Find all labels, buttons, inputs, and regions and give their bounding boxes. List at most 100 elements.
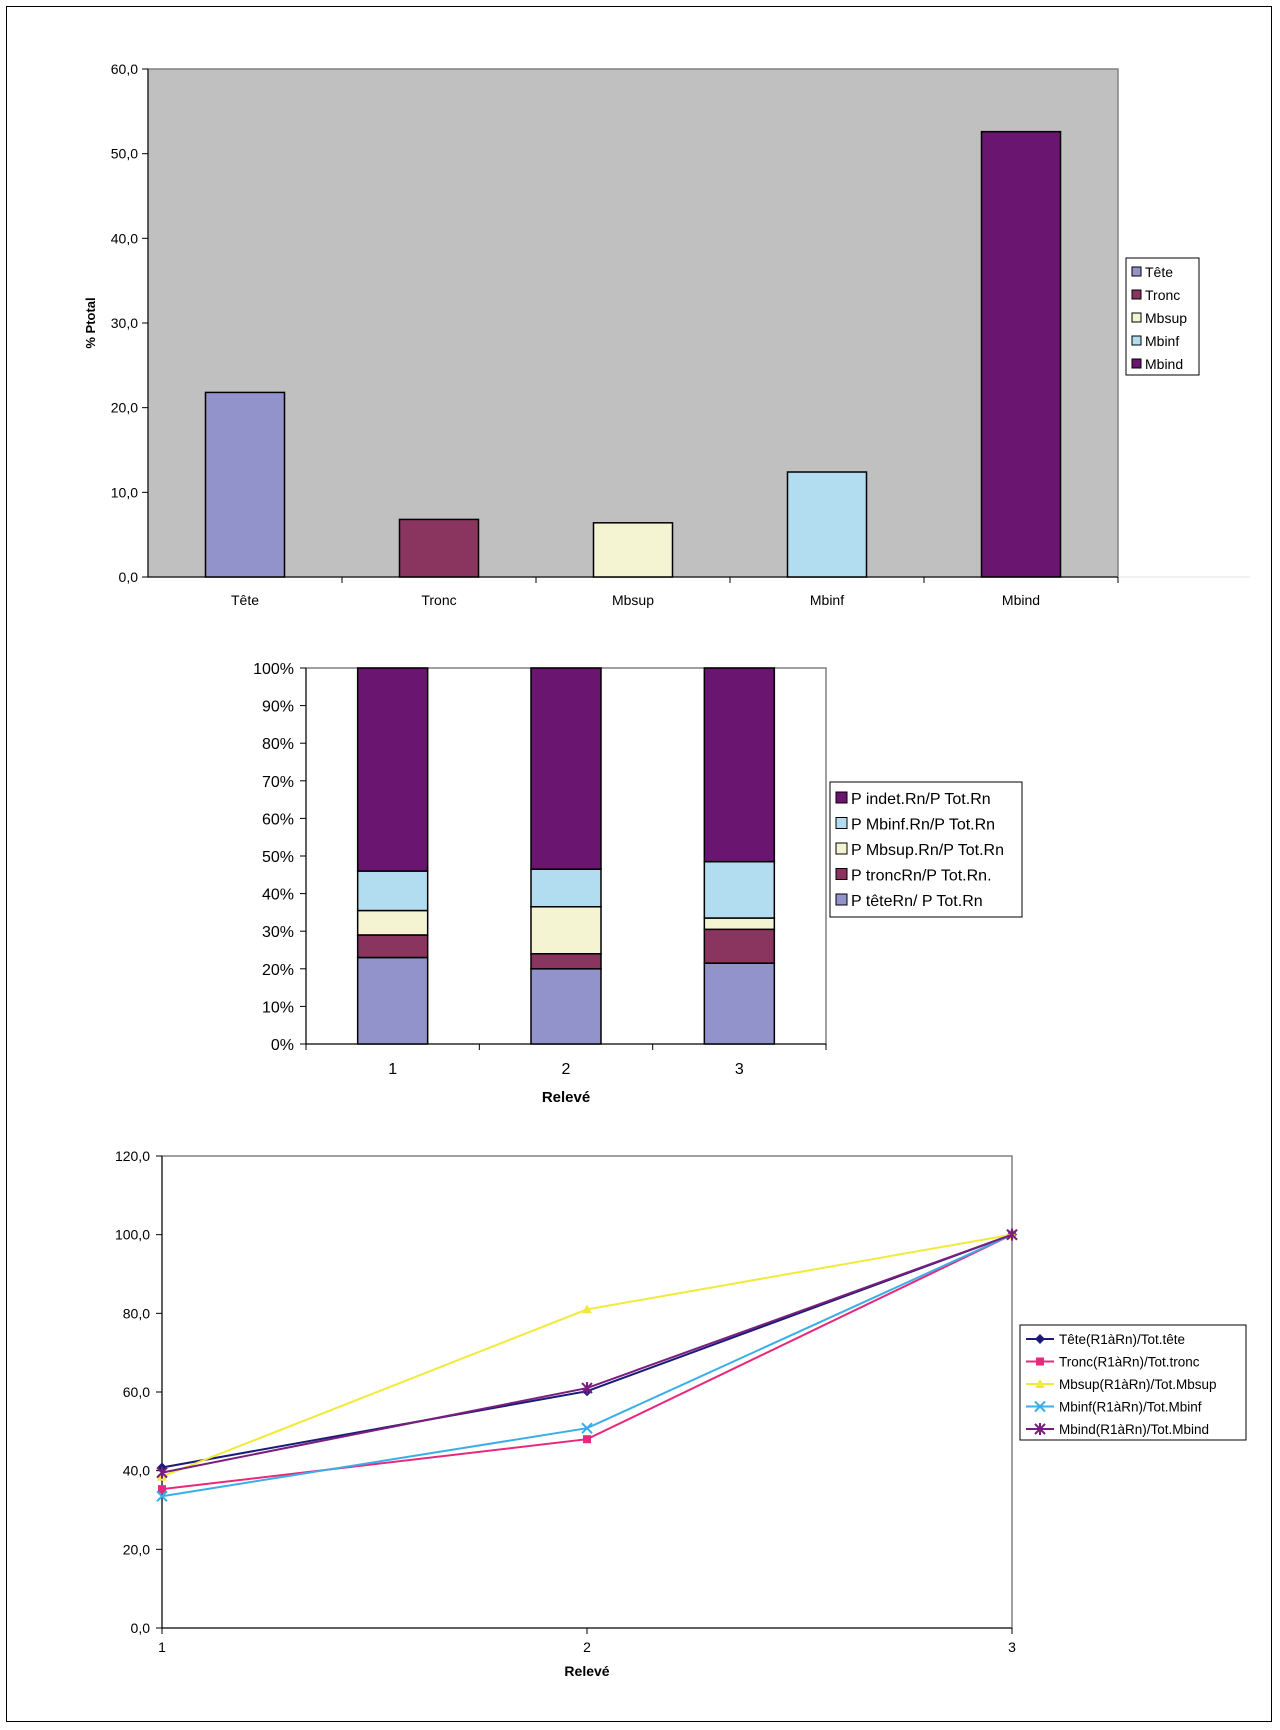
legend-swatch xyxy=(1131,312,1142,323)
bar-segment xyxy=(530,906,602,955)
y-tick-label: 80,0 xyxy=(123,1305,150,1321)
bar-segment xyxy=(703,667,776,863)
page-frame xyxy=(6,6,1272,1722)
bar-segment xyxy=(530,968,602,1045)
x-axis-label: Relevé xyxy=(542,1089,590,1106)
legend-swatch xyxy=(835,817,848,829)
legend-marker xyxy=(1035,1379,1045,1388)
legend-label: P Mbsup.Rn/P Tot.Rn xyxy=(851,842,1004,859)
bar-segment xyxy=(703,917,776,931)
x-tick-label: 1 xyxy=(388,1061,397,1078)
legend-swatch xyxy=(1131,266,1142,277)
legend: Tête(R1àRn)/Tot.tête Tronc(R1àRn)/Tot.tro… xyxy=(1019,1324,1247,1441)
legend-label: Mbsup xyxy=(1145,310,1187,326)
data-point xyxy=(581,1422,593,1434)
legend-swatch xyxy=(835,868,848,880)
y-tick-label: 20,0 xyxy=(111,400,138,416)
legend-label: Tête(R1àRn)/Tot.tête xyxy=(1059,1332,1185,1347)
y-tick-label: 0,0 xyxy=(131,1620,151,1636)
data-point xyxy=(156,1490,168,1502)
bar-segment xyxy=(356,870,429,912)
legend-swatch xyxy=(835,893,848,906)
bar-segment xyxy=(530,868,602,908)
x-tick-label: 3 xyxy=(1008,1639,1016,1655)
y-axis-label: % Ptotal xyxy=(83,297,98,348)
legend-label: Tronc xyxy=(1145,287,1180,303)
data-point xyxy=(582,1304,592,1314)
y-tick-label: 30% xyxy=(262,924,294,941)
bar-segment xyxy=(356,934,429,959)
bar xyxy=(980,130,1062,578)
x-tick-label: 2 xyxy=(583,1639,591,1655)
legend-swatch xyxy=(835,791,848,804)
y-tick-label: 10,0 xyxy=(111,484,138,500)
bar-chart-body-parts: 0,0 10,0 20,0 30,0 40,0 50,0 60,0 Tête Tronc Mbsu… xyxy=(30,61,1250,608)
line-chart-cumulative: 0,0 20,0 40,0 60,0 80,0 100,0 120,0 1 2 3 Relevé Tê… xyxy=(115,1148,1247,1679)
y-tick-label: 80% xyxy=(262,736,294,753)
legend-swatch xyxy=(835,842,848,855)
legend-label: Tronc(R1àRn)/Tot.tronc xyxy=(1059,1355,1200,1370)
legend: Tête Tronc Mbsup Mbinf Mbind xyxy=(1125,257,1200,376)
x-tick-label: Mbsup xyxy=(612,592,654,608)
y-tick-label: 120,0 xyxy=(115,1148,150,1164)
y-tick-label: 40,0 xyxy=(123,1463,150,1479)
legend-marker xyxy=(1034,1400,1046,1413)
data-point xyxy=(1006,1228,1018,1241)
legend-label: Mbind(R1àRn)/Tot.Mbind xyxy=(1059,1422,1209,1437)
y-tick-label: 20,0 xyxy=(123,1541,150,1557)
bar xyxy=(204,391,286,578)
y-tick-label: 20% xyxy=(262,962,294,979)
legend-marker xyxy=(1036,1357,1044,1366)
legend-label: P têteRn/ P Tot.Rn xyxy=(851,893,983,910)
bar xyxy=(786,471,868,578)
x-tick-label: 3 xyxy=(735,1061,744,1078)
legend-label: P indet.Rn/P Tot.Rn xyxy=(851,791,991,808)
y-tick-label: 90% xyxy=(262,699,294,716)
x-tick-label: 2 xyxy=(562,1061,571,1078)
y-tick-label: 60,0 xyxy=(111,61,138,77)
x-tick-label: Mbind xyxy=(1002,592,1040,608)
legend-label: Tête xyxy=(1145,264,1173,280)
y-tick-label: 0% xyxy=(271,1037,294,1054)
legend: P indet.Rn/P Tot.Rn P Mbinf.Rn/P Tot.Rn P … xyxy=(829,781,1023,918)
plot-area xyxy=(147,68,1119,578)
x-tick-label: 1 xyxy=(158,1639,166,1655)
stacked-bar-chart: 0% 10% 20% 30% 40% 50% 60% 70% 80% 90% 100% 1 2 3 Rele… xyxy=(253,661,1023,1106)
y-tick-label: 40,0 xyxy=(111,230,138,246)
legend-swatch xyxy=(1131,335,1142,346)
legend-label: P troncRn/P Tot.Rn. xyxy=(851,868,992,885)
legend-label: P Mbinf.Rn/P Tot.Rn xyxy=(851,817,995,834)
bar-segment xyxy=(356,667,429,872)
legend-box xyxy=(829,781,1023,918)
legend-marker xyxy=(1034,1423,1046,1435)
y-tick-label: 60,0 xyxy=(123,1384,150,1400)
series xyxy=(156,1228,1018,1479)
data-point xyxy=(158,1485,166,1494)
x-tick-label: Tronc xyxy=(421,592,456,608)
bar-segment xyxy=(703,962,776,1045)
bar-segment xyxy=(356,956,429,1045)
y-tick-label: 50% xyxy=(262,849,294,866)
y-tick-label: 30,0 xyxy=(111,315,138,331)
y-tick-label: 70% xyxy=(262,774,294,791)
data-point-stroke xyxy=(581,1422,593,1434)
data-point xyxy=(581,1382,593,1395)
bar xyxy=(592,522,674,578)
bar-segment xyxy=(703,860,776,919)
bar-segment xyxy=(530,667,602,870)
data-point xyxy=(583,1435,591,1444)
legend-swatch xyxy=(1131,358,1142,369)
legend-label: Mbind xyxy=(1145,356,1183,372)
legend-label: Mbinf xyxy=(1145,333,1179,349)
y-tick-label: 100,0 xyxy=(115,1227,150,1243)
x-tick-label: Mbinf xyxy=(810,592,844,608)
bar-segment xyxy=(356,909,429,936)
legend-label: Mbinf(R1àRn)/Tot.Mbinf xyxy=(1059,1400,1202,1415)
bar xyxy=(398,518,480,578)
y-tick-label: 60% xyxy=(262,811,294,828)
legend-swatch xyxy=(1131,289,1142,300)
legend-box xyxy=(1019,1324,1247,1441)
legend-label: Mbsup(R1àRn)/Tot.Mbsup xyxy=(1059,1377,1217,1392)
y-tick-label: 100% xyxy=(253,661,294,678)
